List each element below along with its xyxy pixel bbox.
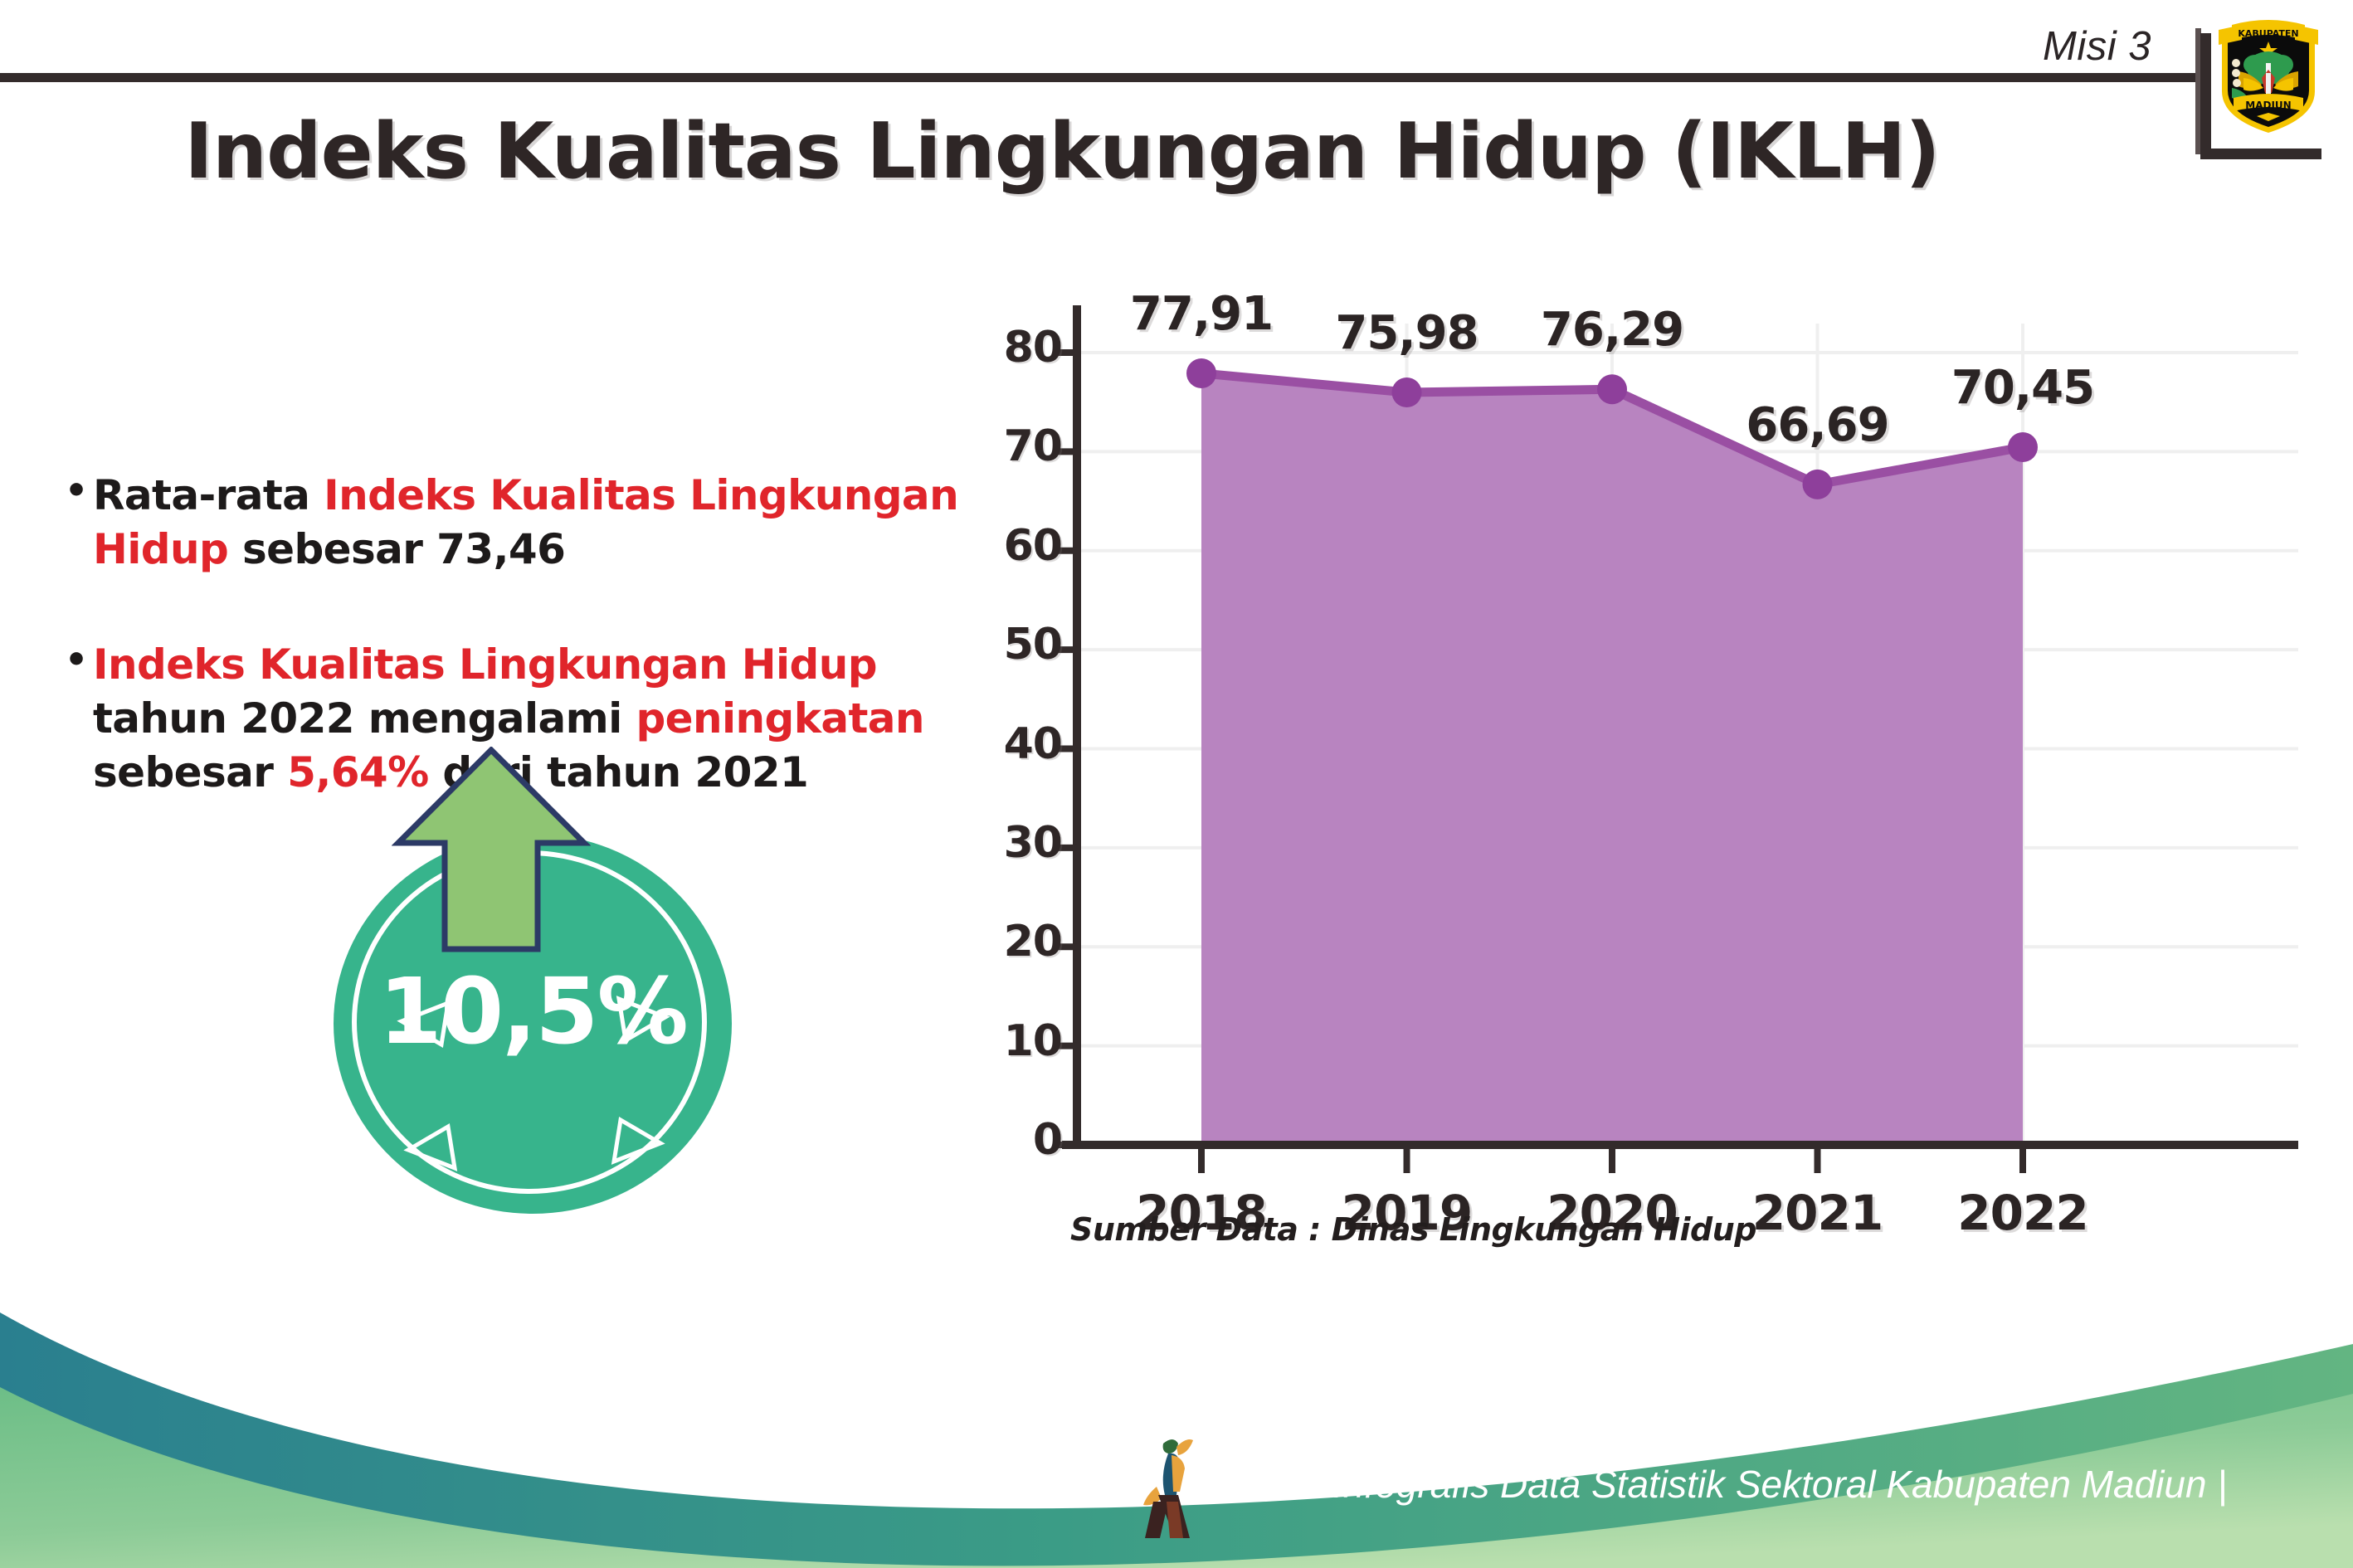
chart-source-note: Sumber Data : Dinas Lingkungan Hidup bbox=[1070, 1211, 1757, 1248]
footer-wave bbox=[0, 1312, 2353, 1568]
footer-wave-light bbox=[0, 1387, 2353, 1568]
chart-marker bbox=[1186, 358, 1216, 388]
iklh-area-chart: 80 70 60 50 40 30 20 10 0 2018 2019 2020 2021 2022 7… bbox=[971, 286, 2315, 1278]
left-text-panel: Rata-rata Indeks Kualitas Lingkungan Hid… bbox=[65, 467, 986, 800]
chart-point-label: 66,69 bbox=[1746, 397, 1889, 452]
header-rule bbox=[0, 73, 2206, 82]
chart-x-tick-label: 2021 bbox=[1751, 1185, 1883, 1241]
bullet-text-1-part-4: 5,64% bbox=[287, 748, 429, 796]
chart-x-tick-label: 2019 bbox=[1341, 1185, 1473, 1241]
chart-marker bbox=[1597, 374, 1627, 405]
chart-axes bbox=[1062, 305, 2298, 1149]
chart-x-ticks bbox=[1198, 1145, 2026, 1173]
chart-y-tick-label: 70 bbox=[1003, 421, 1063, 472]
chart-marker bbox=[1391, 377, 1422, 407]
bullet-item-increase: Indeks Kualitas Lingkungan Hidup tahun 2… bbox=[65, 636, 986, 800]
chart-marker bbox=[2008, 432, 2038, 463]
chart-point-label: 77,91 bbox=[1129, 286, 1274, 341]
chart-point-label: 76,29 bbox=[1540, 303, 1684, 358]
chart-markers bbox=[1186, 358, 2038, 499]
increase-badge: 10,5% bbox=[320, 747, 752, 1214]
chart-y-tick-label: 60 bbox=[1003, 520, 1063, 571]
chart-marker bbox=[1802, 469, 1833, 499]
badge-tick-bottom-left-icon bbox=[403, 1123, 458, 1171]
dancer-figure-logo-icon bbox=[1143, 1439, 1193, 1538]
bullet-text-0-part-2: sebesar 73,46 bbox=[228, 525, 566, 573]
chart-y-tick-label: 10 bbox=[1003, 1015, 1063, 1066]
misi-label: Misi 3 bbox=[2043, 24, 2151, 69]
chart-y-tick-label: 80 bbox=[1003, 323, 1063, 373]
chart-point-label: 75,98 bbox=[1335, 305, 1479, 360]
badge-value: 10,5% bbox=[378, 958, 689, 1064]
chart-y-tick-label: 40 bbox=[1003, 718, 1063, 769]
bullet-text-1-part-2: peningkatan bbox=[636, 694, 924, 743]
badge-tick-top-left-icon bbox=[397, 1000, 451, 1048]
chart-y-tick-label: 30 bbox=[1003, 817, 1063, 868]
chart-y-tick-label: 0 bbox=[1032, 1115, 1063, 1165]
badge-tick-bottom-right-icon bbox=[611, 1117, 665, 1165]
kabupaten-madiun-emblem-icon: KABUPATEN MADIUN bbox=[2219, 20, 2318, 133]
footer-wave-dark bbox=[0, 1312, 2353, 1568]
bullet-text-0-part-1: Indeks Kualitas Lingkungan Hidup bbox=[93, 471, 959, 573]
chart-area-fill bbox=[1201, 373, 2023, 1146]
chart-y-tick-label: 20 bbox=[1003, 917, 1063, 967]
chart-x-tick-label: 2020 bbox=[1547, 1185, 1678, 1241]
chart-x-tick-label: 2022 bbox=[1957, 1185, 2088, 1241]
header-bracket-horizontal bbox=[2200, 149, 2321, 159]
footer-text: Media Infografis Data Statistik Sektoral… bbox=[1218, 1463, 2228, 1506]
bullet-item-average: Rata-rata Indeks Kualitas Lingkungan Hid… bbox=[65, 467, 986, 577]
bullet-text-1-part-0: Indeks Kualitas Lingkungan Hidup bbox=[93, 640, 878, 689]
badge-tick-top-right-icon bbox=[616, 996, 670, 1044]
chart-x-tick-label: 2018 bbox=[1136, 1185, 1267, 1241]
bullet-text-1-part-1: tahun 2022 mengalami bbox=[93, 694, 636, 743]
chart-canvas bbox=[1054, 305, 2298, 1173]
svg-text:KABUPATEN: KABUPATEN bbox=[2238, 28, 2298, 39]
chart-y-ticks bbox=[1054, 349, 1077, 1148]
bullet-text-1-part-3: sebesar bbox=[93, 748, 288, 796]
svg-text:MADIUN: MADIUN bbox=[2245, 100, 2291, 111]
chart-point-label: 70,45 bbox=[1951, 361, 2095, 415]
chart-y-tick-label: 50 bbox=[1003, 620, 1063, 670]
header-bracket-shadow bbox=[2195, 28, 2201, 154]
bullet-text-0-part-0: Rata-rata bbox=[93, 471, 324, 519]
page-title: Indeks Kualitas Lingkungan Hidup (IKLH) bbox=[184, 106, 1940, 196]
arrow-up-icon bbox=[392, 747, 591, 952]
header-bracket-vertical bbox=[2200, 33, 2211, 159]
